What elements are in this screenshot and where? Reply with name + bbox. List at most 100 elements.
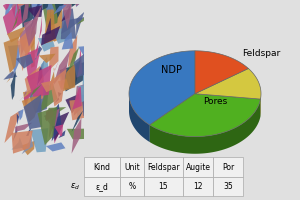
Polygon shape xyxy=(3,71,17,80)
Polygon shape xyxy=(61,4,71,22)
Polygon shape xyxy=(42,0,67,14)
Polygon shape xyxy=(46,142,65,151)
Polygon shape xyxy=(49,68,55,86)
Polygon shape xyxy=(46,108,53,121)
Polygon shape xyxy=(60,65,67,88)
Polygon shape xyxy=(58,0,74,7)
Polygon shape xyxy=(70,0,94,6)
Polygon shape xyxy=(26,0,46,15)
Text: Augite: Augite xyxy=(185,162,211,171)
Polygon shape xyxy=(69,98,92,120)
Text: Feldspar: Feldspar xyxy=(242,49,281,58)
Polygon shape xyxy=(47,4,62,42)
Polygon shape xyxy=(129,92,150,142)
Polygon shape xyxy=(39,81,58,113)
Polygon shape xyxy=(49,47,58,71)
Polygon shape xyxy=(70,0,77,6)
Polygon shape xyxy=(22,135,33,154)
Polygon shape xyxy=(31,5,42,36)
Polygon shape xyxy=(26,128,32,136)
Polygon shape xyxy=(25,47,41,81)
Polygon shape xyxy=(27,65,52,97)
Polygon shape xyxy=(19,24,35,57)
Polygon shape xyxy=(45,107,66,120)
Polygon shape xyxy=(41,0,61,28)
Polygon shape xyxy=(24,18,38,47)
Polygon shape xyxy=(12,131,33,154)
Text: Unit: Unit xyxy=(124,162,140,171)
Polygon shape xyxy=(52,104,61,141)
Polygon shape xyxy=(18,109,24,121)
Polygon shape xyxy=(60,62,85,92)
Polygon shape xyxy=(11,0,33,26)
Polygon shape xyxy=(58,130,65,138)
FancyBboxPatch shape xyxy=(213,157,243,177)
FancyBboxPatch shape xyxy=(120,157,144,177)
FancyBboxPatch shape xyxy=(144,177,183,196)
Text: NDP: NDP xyxy=(161,65,182,75)
Polygon shape xyxy=(23,90,32,103)
Polygon shape xyxy=(150,94,260,137)
Text: Feldspar: Feldspar xyxy=(147,162,180,171)
Polygon shape xyxy=(22,0,30,24)
Polygon shape xyxy=(15,9,34,18)
Polygon shape xyxy=(4,110,21,143)
FancyBboxPatch shape xyxy=(120,177,144,196)
Polygon shape xyxy=(35,16,42,54)
Polygon shape xyxy=(44,109,60,126)
Polygon shape xyxy=(78,46,98,56)
FancyBboxPatch shape xyxy=(183,177,213,196)
Polygon shape xyxy=(4,37,19,73)
Polygon shape xyxy=(76,0,89,7)
Text: Kind: Kind xyxy=(94,162,110,171)
Polygon shape xyxy=(50,69,67,106)
FancyBboxPatch shape xyxy=(213,177,243,196)
Polygon shape xyxy=(31,85,41,96)
Polygon shape xyxy=(75,47,82,79)
Polygon shape xyxy=(61,17,86,34)
Polygon shape xyxy=(3,1,11,10)
Polygon shape xyxy=(41,57,49,77)
Polygon shape xyxy=(68,60,81,88)
Polygon shape xyxy=(45,1,51,35)
Polygon shape xyxy=(72,110,83,132)
Polygon shape xyxy=(54,92,62,104)
Polygon shape xyxy=(39,54,56,63)
Polygon shape xyxy=(44,9,56,44)
Polygon shape xyxy=(20,22,33,56)
Polygon shape xyxy=(53,4,67,14)
Polygon shape xyxy=(31,30,35,68)
FancyBboxPatch shape xyxy=(183,157,213,177)
Text: 12: 12 xyxy=(193,182,203,191)
Polygon shape xyxy=(12,9,20,30)
Polygon shape xyxy=(11,137,23,150)
Text: 15: 15 xyxy=(159,182,168,191)
Polygon shape xyxy=(53,50,70,86)
Polygon shape xyxy=(38,107,58,145)
Polygon shape xyxy=(30,0,41,28)
Polygon shape xyxy=(30,128,48,152)
Polygon shape xyxy=(74,83,89,116)
Polygon shape xyxy=(11,70,16,100)
Polygon shape xyxy=(195,68,261,99)
Text: Pores: Pores xyxy=(203,97,227,106)
FancyBboxPatch shape xyxy=(84,157,120,177)
Polygon shape xyxy=(74,51,89,77)
Polygon shape xyxy=(71,118,81,154)
Polygon shape xyxy=(24,94,42,129)
Polygon shape xyxy=(50,0,59,13)
Polygon shape xyxy=(34,46,42,60)
Polygon shape xyxy=(78,82,98,103)
Polygon shape xyxy=(5,0,16,15)
Polygon shape xyxy=(82,61,94,88)
Polygon shape xyxy=(195,51,248,94)
Polygon shape xyxy=(76,14,85,25)
Polygon shape xyxy=(74,89,85,122)
Polygon shape xyxy=(41,26,60,46)
Polygon shape xyxy=(82,94,88,116)
Text: ε_d: ε_d xyxy=(96,182,108,191)
Polygon shape xyxy=(54,0,64,18)
Polygon shape xyxy=(37,60,44,86)
Polygon shape xyxy=(28,85,49,113)
Polygon shape xyxy=(54,123,61,143)
